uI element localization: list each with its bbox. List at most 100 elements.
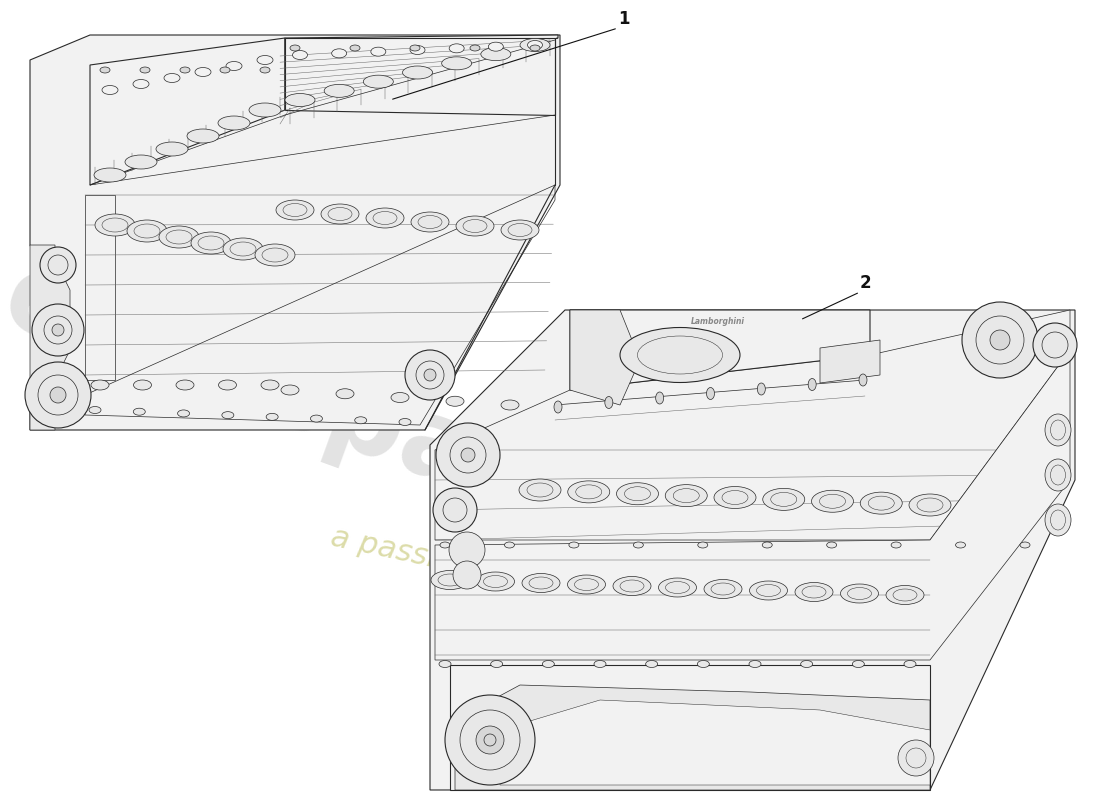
Ellipse shape bbox=[290, 45, 300, 51]
Ellipse shape bbox=[89, 406, 101, 414]
Ellipse shape bbox=[1045, 459, 1071, 491]
Ellipse shape bbox=[390, 393, 409, 402]
Ellipse shape bbox=[476, 572, 515, 591]
Polygon shape bbox=[430, 310, 1075, 790]
Circle shape bbox=[405, 350, 455, 400]
Ellipse shape bbox=[554, 401, 562, 413]
Ellipse shape bbox=[749, 581, 788, 600]
Ellipse shape bbox=[519, 479, 561, 501]
Circle shape bbox=[50, 387, 66, 403]
Ellipse shape bbox=[762, 542, 772, 548]
Ellipse shape bbox=[125, 155, 157, 169]
Ellipse shape bbox=[293, 50, 308, 59]
Circle shape bbox=[433, 488, 477, 532]
Circle shape bbox=[436, 423, 500, 487]
Ellipse shape bbox=[332, 49, 346, 58]
Ellipse shape bbox=[656, 392, 663, 404]
Ellipse shape bbox=[808, 378, 816, 390]
Ellipse shape bbox=[266, 414, 278, 420]
Ellipse shape bbox=[442, 57, 472, 70]
Ellipse shape bbox=[218, 116, 250, 130]
Ellipse shape bbox=[177, 410, 189, 417]
Ellipse shape bbox=[257, 55, 273, 65]
Ellipse shape bbox=[481, 48, 510, 61]
Ellipse shape bbox=[191, 232, 231, 254]
Ellipse shape bbox=[812, 490, 854, 512]
Circle shape bbox=[449, 532, 485, 568]
Ellipse shape bbox=[491, 661, 503, 667]
Ellipse shape bbox=[762, 488, 805, 510]
Polygon shape bbox=[500, 700, 930, 785]
Ellipse shape bbox=[666, 485, 707, 506]
Ellipse shape bbox=[449, 44, 464, 53]
Polygon shape bbox=[285, 35, 558, 110]
Ellipse shape bbox=[1045, 414, 1071, 446]
Text: 1985: 1985 bbox=[684, 306, 896, 434]
Ellipse shape bbox=[363, 75, 394, 88]
Polygon shape bbox=[90, 38, 285, 185]
Ellipse shape bbox=[321, 204, 359, 224]
Ellipse shape bbox=[95, 214, 135, 236]
Ellipse shape bbox=[659, 578, 696, 597]
Ellipse shape bbox=[249, 103, 280, 117]
Ellipse shape bbox=[706, 387, 715, 399]
Circle shape bbox=[52, 324, 64, 336]
Ellipse shape bbox=[366, 208, 404, 228]
Ellipse shape bbox=[827, 542, 837, 548]
Ellipse shape bbox=[255, 244, 295, 266]
Ellipse shape bbox=[354, 417, 366, 424]
Ellipse shape bbox=[411, 212, 449, 232]
Ellipse shape bbox=[714, 486, 756, 509]
Circle shape bbox=[40, 247, 76, 283]
Polygon shape bbox=[820, 340, 880, 383]
Ellipse shape bbox=[891, 542, 901, 548]
Ellipse shape bbox=[749, 661, 761, 667]
Polygon shape bbox=[30, 35, 560, 430]
Ellipse shape bbox=[223, 238, 263, 260]
Ellipse shape bbox=[634, 542, 643, 548]
Polygon shape bbox=[30, 245, 70, 430]
Ellipse shape bbox=[276, 200, 314, 220]
Ellipse shape bbox=[840, 584, 879, 603]
Ellipse shape bbox=[904, 661, 916, 667]
Ellipse shape bbox=[140, 67, 150, 73]
Ellipse shape bbox=[801, 661, 813, 667]
Ellipse shape bbox=[102, 86, 118, 94]
Ellipse shape bbox=[399, 418, 411, 426]
Ellipse shape bbox=[522, 574, 560, 593]
Ellipse shape bbox=[568, 481, 609, 503]
Ellipse shape bbox=[757, 383, 766, 395]
Polygon shape bbox=[434, 350, 1070, 660]
Circle shape bbox=[453, 561, 481, 589]
Circle shape bbox=[898, 740, 934, 776]
Polygon shape bbox=[285, 38, 556, 115]
Ellipse shape bbox=[852, 661, 865, 667]
Polygon shape bbox=[285, 38, 558, 110]
Ellipse shape bbox=[697, 661, 710, 667]
Ellipse shape bbox=[164, 74, 180, 82]
Circle shape bbox=[424, 369, 436, 381]
Ellipse shape bbox=[439, 661, 451, 667]
Ellipse shape bbox=[697, 542, 707, 548]
Ellipse shape bbox=[646, 661, 658, 667]
Ellipse shape bbox=[226, 62, 242, 70]
Polygon shape bbox=[570, 310, 870, 390]
Ellipse shape bbox=[909, 494, 952, 516]
Ellipse shape bbox=[594, 661, 606, 667]
Ellipse shape bbox=[505, 542, 515, 548]
Ellipse shape bbox=[280, 385, 299, 395]
Polygon shape bbox=[455, 685, 930, 790]
Circle shape bbox=[32, 304, 84, 356]
Ellipse shape bbox=[187, 129, 219, 143]
Text: 2: 2 bbox=[860, 274, 871, 292]
Ellipse shape bbox=[569, 542, 579, 548]
Ellipse shape bbox=[260, 67, 270, 73]
Ellipse shape bbox=[410, 46, 425, 54]
Ellipse shape bbox=[176, 380, 194, 390]
Ellipse shape bbox=[795, 582, 833, 602]
Ellipse shape bbox=[285, 94, 315, 106]
Polygon shape bbox=[434, 310, 1070, 540]
Ellipse shape bbox=[310, 415, 322, 422]
Ellipse shape bbox=[446, 396, 464, 406]
Ellipse shape bbox=[100, 67, 110, 73]
